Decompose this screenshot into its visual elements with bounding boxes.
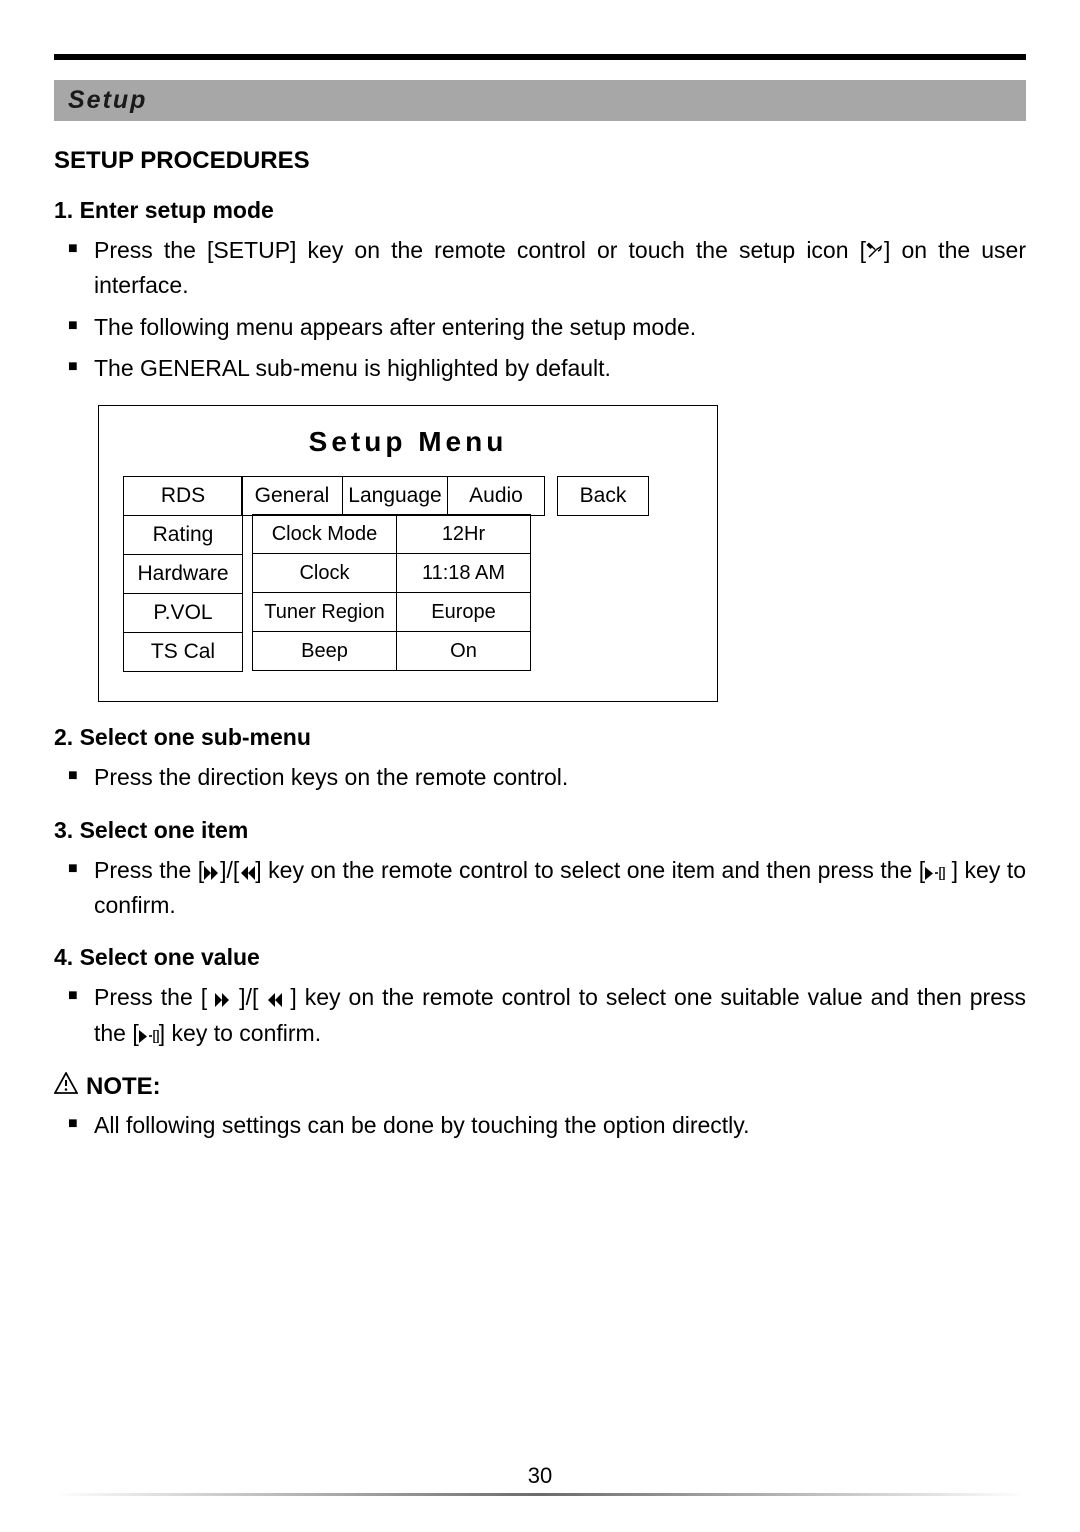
- page-number: 30: [54, 1463, 1026, 1489]
- tab-language[interactable]: Language: [342, 476, 448, 516]
- text-fragment: ]/[: [220, 857, 239, 883]
- text-fragment: ]/[: [231, 984, 266, 1010]
- setting-clock-label[interactable]: Clock: [252, 553, 397, 593]
- tab-audio[interactable]: Audio: [447, 476, 545, 516]
- setting-beep-value[interactable]: On: [396, 631, 531, 671]
- fast-forward-icon: [204, 856, 220, 889]
- setting-tuner-region-value[interactable]: Europe: [396, 592, 531, 632]
- step-2-heading: 2. Select one sub-menu: [54, 724, 1026, 751]
- rewind-icon: [266, 983, 282, 1016]
- bullet-select-item: Press the [ ]/[ ] key on the remote contro…: [54, 854, 1026, 923]
- text-fragment: ] key on the remote control to select on…: [255, 857, 925, 883]
- play-pause-icon: [925, 856, 945, 889]
- step-4-heading: 4. Select one value: [54, 944, 1026, 971]
- tools-icon: [866, 236, 884, 269]
- tab-rating[interactable]: Rating: [123, 515, 243, 555]
- page-footer: 30: [54, 1463, 1026, 1496]
- play-pause-icon: [139, 1019, 159, 1052]
- bullet-select-value: Press the [ ]/[ ] key on the remote cont…: [54, 981, 1026, 1052]
- fast-forward-icon: [215, 983, 231, 1016]
- bullet-enter-setup: Press the [SETUP] key on the remote cont…: [54, 234, 1026, 303]
- text-fragment: Press the [: [94, 984, 215, 1010]
- tab-rds[interactable]: RDS: [123, 476, 243, 516]
- text-fragment: Press the [SETUP] key on the remote cont…: [94, 237, 866, 263]
- tab-back[interactable]: Back: [557, 476, 649, 516]
- rewind-icon: [239, 856, 255, 889]
- setting-clock-value[interactable]: 11:18 AM: [396, 553, 531, 593]
- top-rule: [54, 54, 1026, 60]
- tab-pvol[interactable]: P.VOL: [123, 593, 243, 633]
- step-3-heading: 3. Select one item: [54, 817, 1026, 844]
- text-fragment: ] key to confirm.: [159, 1020, 321, 1046]
- tab-hardware[interactable]: Hardware: [123, 554, 243, 594]
- screenshot-title: Setup Menu: [123, 426, 693, 458]
- setting-clock-mode-value[interactable]: 12Hr: [396, 514, 531, 554]
- setting-clock-mode-label[interactable]: Clock Mode: [252, 514, 397, 554]
- tab-general[interactable]: General: [241, 476, 343, 516]
- bullet-menu-appears: The following menu appears after enterin…: [54, 311, 1026, 344]
- bullet-note-touch: All following settings can be done by to…: [54, 1109, 1026, 1142]
- tab-tscal[interactable]: TS Cal: [123, 632, 243, 672]
- text-fragment: Press the [: [94, 857, 204, 883]
- bullet-general-default: The GENERAL sub-menu is highlighted by d…: [54, 352, 1026, 385]
- step-1-heading: 1. Enter setup mode: [54, 197, 1026, 224]
- setting-tuner-region-label[interactable]: Tuner Region: [252, 592, 397, 632]
- bullet-direction-keys: Press the direction keys on the remote c…: [54, 761, 1026, 794]
- section-bar: Setup: [54, 80, 1026, 121]
- note-label: NOTE:: [86, 1073, 161, 1101]
- setup-menu-screenshot: Setup Menu RDS Rating Hardware P.VOL TS …: [98, 405, 718, 702]
- warning-icon: [54, 1072, 78, 1101]
- setup-procedures-heading: SETUP PROCEDURES: [54, 147, 1026, 175]
- setting-beep-label[interactable]: Beep: [252, 631, 397, 671]
- note-heading: NOTE:: [54, 1072, 1026, 1101]
- footer-rule: [54, 1493, 1026, 1496]
